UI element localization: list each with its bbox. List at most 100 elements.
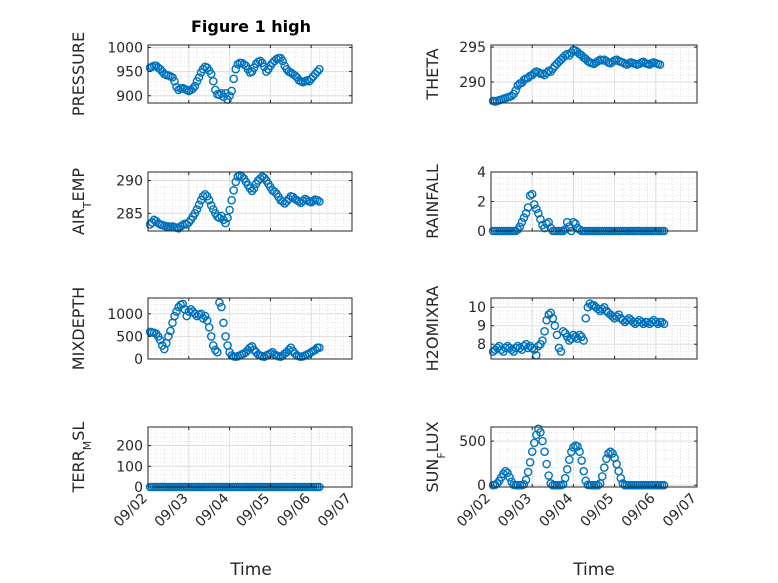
data-point [659, 480, 669, 490]
y-tick-label: 295 [459, 40, 486, 56]
data-point [597, 472, 607, 481]
data-point [635, 59, 644, 69]
data-point [593, 56, 603, 66]
data-point [653, 319, 663, 329]
subplot-air-temp: 285 290 AIRTEMP [69, 168, 353, 235]
data-point [231, 64, 241, 74]
x-tick-label: 09/04 [536, 490, 576, 530]
y-tick-label: 500 [459, 434, 486, 450]
y-axis-label: PRESSURE [69, 32, 88, 116]
subplot-theta: 290 295 THETA [423, 40, 698, 106]
subplot-terr-msl: 0 100 200 09/02 09/03 09/04 09/05 09/06 09/07 TER… [69, 422, 355, 531]
data-point [204, 195, 214, 205]
axes-box [147, 297, 353, 360]
data-point [519, 75, 529, 85]
data-point [298, 196, 308, 206]
data-point [217, 302, 226, 312]
data-point [593, 480, 603, 490]
data-point [612, 312, 621, 321]
data-point [659, 319, 669, 329]
axes-box [490, 44, 698, 104]
data-point [505, 472, 514, 482]
data-point [577, 456, 586, 465]
data-point [174, 85, 183, 95]
data-point [249, 184, 259, 193]
x-tick-label: 09/06 [274, 490, 314, 530]
data-point [221, 218, 230, 228]
data-point [523, 467, 533, 477]
y-axis-label: TERRMSL [69, 422, 94, 494]
x-tick-label: 09/02 [111, 491, 151, 531]
data-point [503, 468, 512, 478]
data-point [519, 341, 529, 351]
data-point [550, 321, 560, 331]
y-tick-label: 285 [116, 206, 143, 222]
subplot-pressure: 900 950 1000 PRESSURE [69, 32, 353, 116]
data-point [546, 308, 556, 318]
data-point [602, 56, 611, 66]
x-tick-label: 09/03 [152, 491, 192, 531]
data-point [616, 473, 626, 483]
data-point [608, 449, 617, 458]
data-point [645, 60, 654, 69]
data-point [227, 195, 236, 205]
data-point [637, 317, 646, 327]
y-axis-label: MIXDEPTH [69, 287, 88, 370]
data-point [206, 332, 216, 341]
data-point [215, 90, 224, 100]
data-point [229, 186, 238, 195]
data-point [213, 347, 222, 357]
data-point [190, 309, 200, 319]
subplot-sun-flux: 0 500 09/02 09/03 09/04 09/05 09/06 09/07 SUNFLU… [423, 421, 700, 530]
axes-box [490, 426, 698, 488]
data-point [534, 341, 543, 351]
data-point [515, 343, 525, 353]
data-point [538, 436, 547, 446]
data-point [527, 189, 537, 199]
data-point [525, 457, 535, 467]
data-point [204, 323, 214, 332]
data-point [618, 58, 628, 67]
y-tick-label: 290 [116, 174, 143, 190]
y-axis-label: H2OMIXRA [423, 286, 442, 372]
data-point [532, 204, 541, 214]
data-point [227, 86, 236, 96]
y-tick-label: 290 [459, 75, 486, 91]
data-point [517, 217, 527, 227]
y-tick-label: 2 [477, 195, 486, 211]
data-point [231, 177, 241, 187]
data-point [166, 326, 175, 336]
data-point [569, 442, 578, 452]
data-point [262, 67, 271, 76]
plot-area [491, 45, 697, 103]
data-point [225, 91, 234, 101]
data-point [194, 73, 204, 82]
y-tick-label: 0 [477, 478, 486, 494]
data-point [562, 49, 572, 59]
data-point [558, 326, 568, 336]
data-point [178, 299, 187, 309]
y-tick-label: 4 [477, 165, 486, 181]
data-point [552, 330, 562, 340]
data-point [639, 319, 648, 329]
data-point [507, 91, 516, 101]
data-point [521, 475, 531, 485]
data-point [581, 314, 591, 323]
data-point [527, 447, 537, 457]
x-axis-label-left: Time [229, 560, 272, 580]
data-point [270, 187, 279, 196]
data-point [225, 205, 234, 215]
data-point [255, 56, 265, 66]
data-point [560, 473, 570, 483]
data-point [511, 86, 521, 95]
data-point [604, 449, 613, 458]
data-point [542, 459, 551, 469]
y-tick-label: 0 [134, 352, 143, 368]
x-tick-label: 09/07 [315, 491, 355, 531]
data-point [182, 311, 192, 321]
data-point [219, 318, 228, 328]
data-point [208, 341, 218, 350]
x-tick-label: 09/02 [454, 491, 494, 531]
data-point [579, 336, 589, 345]
data-point [190, 81, 200, 91]
